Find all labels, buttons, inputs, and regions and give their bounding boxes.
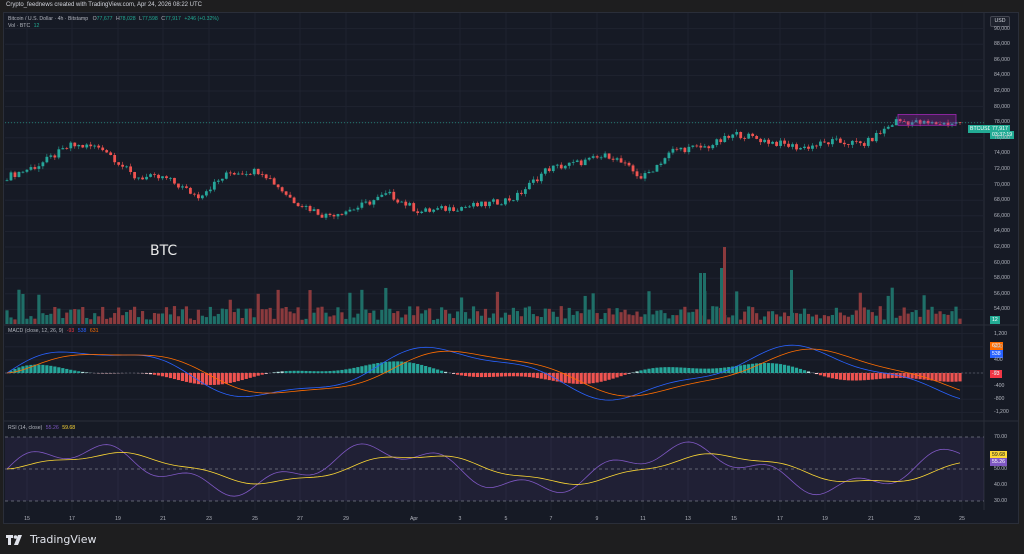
time-tick: 23	[206, 516, 212, 522]
candle-countdown-tag: 03:37:19	[990, 131, 1015, 139]
price-tick: 74,000	[994, 150, 1010, 157]
close-value: 77,917	[165, 16, 181, 22]
time-tick: 25	[959, 516, 965, 522]
macd-hist-value: -93	[66, 328, 75, 334]
price-tick: 62,000	[994, 244, 1010, 250]
macd-tick: 400	[994, 356, 1003, 363]
price-tick: 58,000	[994, 275, 1010, 282]
time-tick: 17	[69, 516, 75, 522]
price-tick: 86,000	[994, 56, 1010, 63]
change-value: +246 (+0.32%)	[184, 16, 219, 22]
price-tick: 80,000	[994, 103, 1010, 110]
footer: TradingView	[0, 524, 1024, 554]
price-tick: 82,000	[994, 88, 1010, 94]
price-tick: 68,000	[994, 197, 1010, 204]
chart-frame[interactable]	[3, 12, 1019, 524]
high-value: 78,028	[119, 16, 136, 22]
macd-signal-value: 631	[89, 328, 99, 334]
price-tick: 66,000	[994, 212, 1010, 219]
price-tick: 64,000	[994, 228, 1010, 235]
symbol-legend: Bitcoin / U.S. Dollar · 4h · Bitstamp O7…	[8, 16, 219, 22]
price-tick: 70,000	[994, 181, 1010, 188]
time-tick: 21	[868, 516, 874, 522]
time-tick: Apr	[409, 516, 419, 522]
low-value: 77,598	[141, 16, 158, 22]
time-tick: 27	[297, 516, 303, 522]
price-tick: 60,000	[994, 259, 1010, 266]
attribution-text: Crypto_feednews created with TradingView…	[6, 2, 202, 8]
volume-tag: 12	[990, 316, 1000, 324]
rsi-tick: 70.00	[994, 434, 1007, 440]
price-tick: 54,000	[994, 306, 1010, 313]
time-tick: 11	[640, 516, 646, 522]
time-tick: 7	[549, 516, 553, 522]
rsi-tick: 40.00	[994, 482, 1007, 488]
time-tick: 9	[595, 516, 599, 522]
rsi-tick: 50.00	[994, 466, 1007, 472]
macd-legend: MACD (close, 12, 26, 9) -93 538 631	[8, 328, 99, 334]
macd-tick: -400	[994, 383, 1005, 390]
rsi-tag: 55.26	[990, 458, 1007, 466]
price-tick: 84,000	[994, 72, 1010, 79]
time-tick: 13	[685, 516, 691, 522]
time-tick: 21	[160, 516, 166, 522]
macd-tick: 1,200	[994, 330, 1007, 337]
brand-name: TradingView	[30, 533, 97, 546]
price-tick: 78,000	[994, 119, 1010, 126]
time-tick: 29	[343, 516, 349, 522]
time-tick: 15	[24, 516, 30, 522]
volume-value: 12	[33, 23, 40, 29]
macd-tick: -1,200	[994, 409, 1009, 416]
time-tick: 5	[504, 516, 508, 522]
volume-legend: Vol · BTC 12	[8, 23, 40, 29]
symbol-price-tag: BTCUSD	[968, 125, 994, 133]
tradingview-logo[interactable]: TradingView	[6, 533, 96, 546]
attribution-bar: Crypto_feednews created with TradingView…	[0, 0, 1024, 12]
macd-hist-tag: -93	[990, 370, 1002, 378]
open-value: 77,677	[96, 16, 113, 22]
macd-signal-tag: 631	[990, 342, 1003, 350]
rsi-legend: RSI (14, close) 55.26 59.68	[8, 425, 76, 431]
price-tick: 56,000	[994, 290, 1010, 297]
time-tick: 17	[777, 516, 783, 522]
price-tick: 72,000	[994, 166, 1010, 172]
tradingview-logo-icon	[6, 534, 22, 545]
rsi-ma-tag: 59.68	[990, 451, 1007, 459]
price-tick: 76,000	[994, 134, 1010, 141]
symbol-title: Bitcoin / U.S. Dollar · 4h · Bitstamp	[8, 16, 89, 22]
macd-tick: 0	[994, 370, 997, 376]
last-price-tag: 77,917	[990, 125, 1010, 133]
time-tick: 19	[822, 516, 828, 522]
time-tick: 3	[458, 516, 462, 522]
macd-line-tag: 538	[990, 350, 1003, 358]
macd-tick: -800	[994, 396, 1005, 403]
time-tick: 15	[731, 516, 737, 522]
rsi-value: 55.26	[45, 425, 59, 431]
price-tick: 88,000	[994, 41, 1010, 48]
time-tick: 23	[914, 516, 920, 522]
btc-text-annotation[interactable]: BTC	[150, 243, 178, 259]
rsi-ma-value: 59.68	[62, 425, 76, 431]
time-tick: 19	[115, 516, 121, 522]
rsi-tick: 30.00	[994, 498, 1007, 504]
macd-line-value: 538	[77, 328, 87, 334]
currency-button[interactable]: USD	[990, 16, 1010, 27]
time-tick: 25	[252, 516, 258, 522]
macd-tick: 800	[994, 343, 1003, 350]
price-tick: 90,000	[994, 25, 1010, 32]
